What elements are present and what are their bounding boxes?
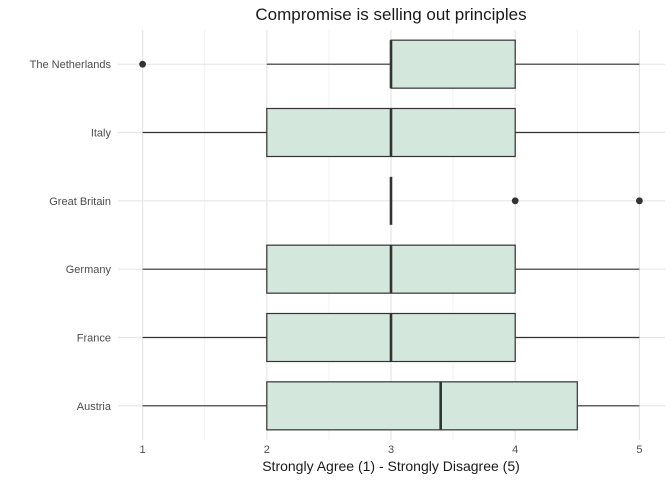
- y-tick-label: Italy: [91, 128, 112, 140]
- iqr-box: [266, 381, 578, 431]
- outlier-point: [139, 60, 147, 68]
- x-tick-labels: 1 2 3 4 5: [140, 444, 643, 456]
- box-great-britain: [389, 176, 643, 225]
- grid-lines: [118, 30, 665, 440]
- box-italy: [142, 107, 640, 158]
- x-tick-label: 4: [512, 444, 518, 456]
- box-germany: [142, 244, 640, 294]
- outlier-point: [636, 197, 643, 205]
- y-tick-label: Germany: [66, 264, 112, 276]
- y-tick-label: Austria: [77, 401, 112, 413]
- x-axis-label: Strongly Agree (1) - Strongly Disagree (…: [262, 458, 520, 474]
- boxes: [139, 39, 643, 431]
- y-tick-labels: The Netherlands Italy Great Britain Germany…: [30, 59, 112, 413]
- x-tick-label: 1: [140, 444, 146, 456]
- chart-title: Compromise is selling out principles: [255, 5, 526, 24]
- y-tick-label: France: [77, 333, 111, 345]
- iqr-box: [390, 39, 516, 89]
- box-austria: [142, 381, 640, 431]
- y-tick-label: Great Britain: [49, 196, 111, 208]
- box-france: [142, 312, 640, 363]
- x-tick-label: 3: [388, 444, 394, 456]
- x-tick-label: 2: [264, 444, 270, 456]
- x-tick-label: 5: [636, 444, 642, 456]
- box-the-netherlands: [139, 39, 640, 89]
- y-tick-label: The Netherlands: [30, 59, 112, 71]
- outlier-point: [511, 197, 519, 205]
